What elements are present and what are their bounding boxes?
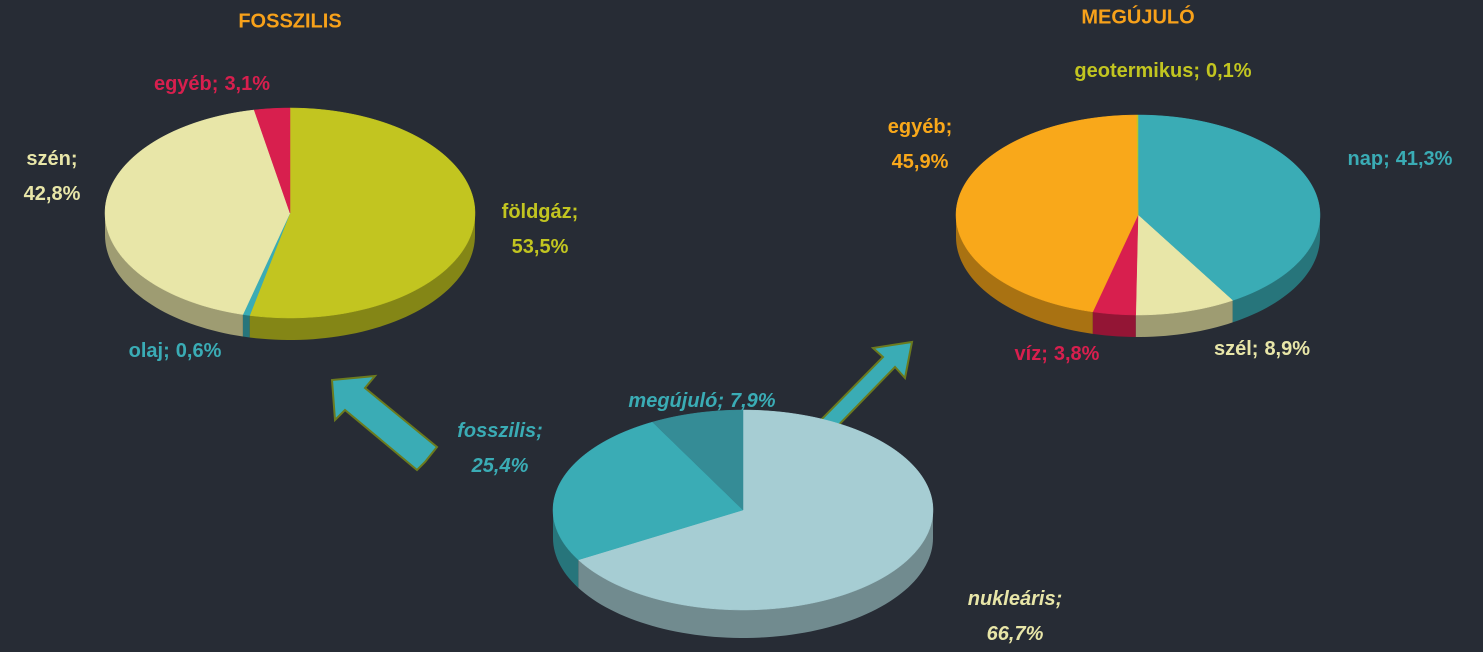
pie-slice — [577, 409, 934, 611]
label-value: 7,9% — [730, 390, 776, 412]
pie-slice — [104, 109, 291, 315]
label-name: geotermikus — [1074, 60, 1193, 82]
label-separator: ; — [946, 116, 953, 138]
data-label: geotermikus; 0,1% — [1074, 60, 1251, 82]
data-label: egyéb; 3,1% — [154, 73, 270, 95]
label-name: megújuló — [628, 390, 717, 412]
label-value: 0,6% — [176, 340, 222, 362]
label-name: földgáz — [502, 201, 572, 223]
pie-slice — [253, 107, 291, 214]
label-name: szél — [1214, 338, 1252, 360]
label-name: nap — [1348, 148, 1384, 170]
data-label: olaj; 0,6% — [129, 340, 222, 362]
pie-slice — [652, 409, 744, 511]
pie-slice-side — [1232, 215, 1320, 323]
label-value: 25,4% — [471, 455, 529, 477]
pie-slice — [1137, 114, 1321, 301]
label-value: 3,8% — [1054, 343, 1100, 365]
data-label: szél; 8,9% — [1214, 338, 1310, 360]
label-separator: ; — [1056, 588, 1063, 610]
label-separator: ; — [1193, 60, 1200, 82]
data-label: víz; 3,8% — [1015, 343, 1100, 365]
data-label: szén; 42,8% — [24, 148, 81, 205]
pie-slice-side — [242, 314, 250, 338]
pie-slice — [1092, 214, 1139, 316]
label-separator: ; — [717, 390, 724, 412]
pie-slice-side — [553, 510, 579, 588]
label-separator: ; — [1383, 148, 1390, 170]
data-label: nap; 41,3% — [1348, 148, 1453, 170]
data-label: egyéb; 45,9% — [888, 116, 952, 173]
label-value: 53,5% — [512, 236, 569, 258]
label-name: egyéb — [154, 73, 212, 95]
label-value: 41,3% — [1396, 148, 1453, 170]
label-separator: ; — [1041, 343, 1048, 365]
label-name: egyéb — [888, 116, 946, 138]
label-name: szén — [26, 148, 70, 170]
label-value: 3,1% — [224, 73, 270, 95]
pie-slice-side — [105, 213, 243, 337]
pie-slice — [1135, 214, 1234, 316]
pie-slice-side — [249, 213, 475, 340]
label-separator: ; — [1252, 338, 1259, 360]
label-separator: ; — [71, 148, 78, 170]
label-separator: ; — [536, 420, 543, 442]
chart-title: FOSSZILIS — [238, 10, 341, 32]
data-label: nukleáris; 66,7% — [968, 588, 1063, 645]
label-value: 45,9% — [892, 151, 949, 173]
pie-slice — [249, 107, 476, 319]
pie-slice — [1136, 114, 1139, 216]
label-name: víz — [1015, 343, 1042, 365]
pie-slice-side — [956, 215, 1093, 334]
data-label: megújuló; 7,9% — [628, 390, 775, 412]
label-value: 42,8% — [24, 183, 81, 205]
pie-slice-side — [1135, 300, 1233, 337]
label-name: fosszilis — [457, 420, 536, 442]
pie-slice — [955, 114, 1139, 313]
pie-slice-side — [1092, 311, 1136, 337]
label-separator: ; — [572, 201, 579, 223]
label-name: olaj — [129, 340, 163, 362]
pie-slice-side — [578, 510, 933, 638]
pie-slice — [552, 421, 744, 561]
arrow-right — [811, 340, 914, 440]
label-separator: ; — [212, 73, 219, 95]
arrow-left — [330, 374, 439, 472]
label-value: 0,1% — [1206, 60, 1252, 82]
label-value: 8,9% — [1264, 338, 1310, 360]
data-label: fosszilis; 25,4% — [457, 420, 543, 477]
label-separator: ; — [163, 340, 170, 362]
label-value: 66,7% — [987, 623, 1044, 645]
label-name: nukleáris — [968, 588, 1056, 610]
data-label: földgáz; 53,5% — [502, 201, 579, 258]
chart-title: MEGÚJULÓ — [1081, 4, 1194, 28]
